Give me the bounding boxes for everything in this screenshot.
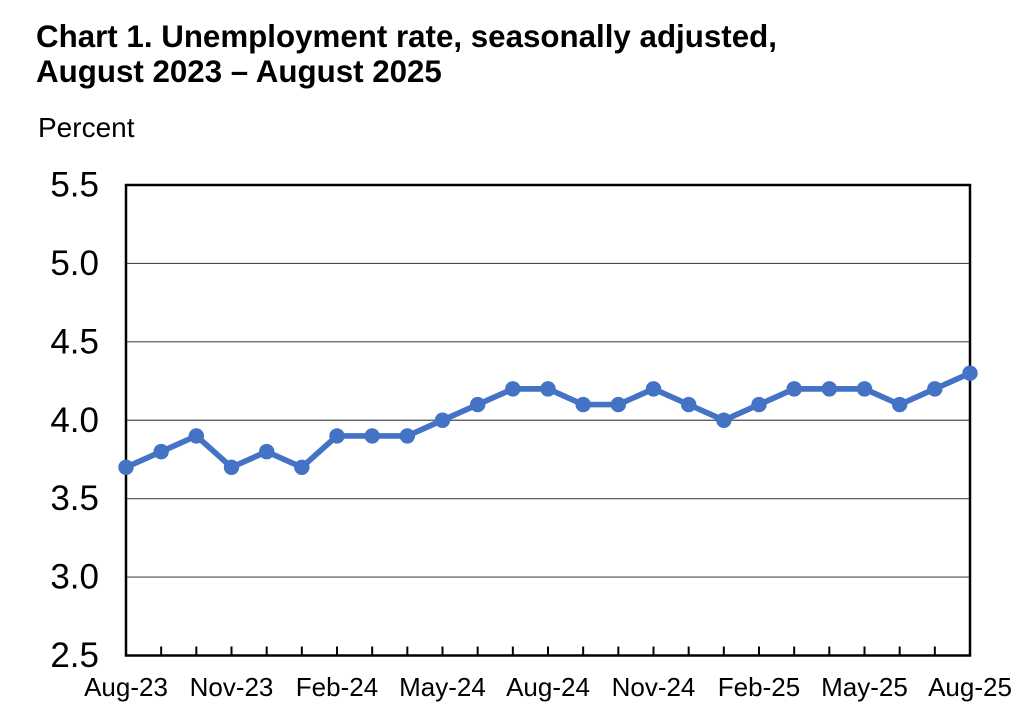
svg-text:Feb-24: Feb-24: [296, 672, 378, 702]
svg-text:3.5: 3.5: [50, 479, 99, 518]
svg-text:Aug-23: Aug-23: [84, 672, 168, 702]
svg-text:Nov-23: Nov-23: [190, 672, 274, 702]
svg-text:5.0: 5.0: [50, 244, 99, 283]
svg-text:4.5: 4.5: [50, 322, 99, 361]
svg-text:May-24: May-24: [399, 672, 486, 702]
svg-text:3.0: 3.0: [50, 558, 99, 597]
svg-text:5.5: 5.5: [50, 166, 99, 205]
svg-text:4.0: 4.0: [50, 401, 99, 440]
svg-text:Feb-25: Feb-25: [718, 672, 800, 702]
svg-text:Aug-24: Aug-24: [506, 672, 590, 702]
svg-text:May-25: May-25: [821, 672, 908, 702]
svg-text:Nov-24: Nov-24: [612, 672, 696, 702]
svg-text:Aug-25: Aug-25: [928, 672, 1012, 702]
svg-text:2.5: 2.5: [50, 636, 99, 675]
